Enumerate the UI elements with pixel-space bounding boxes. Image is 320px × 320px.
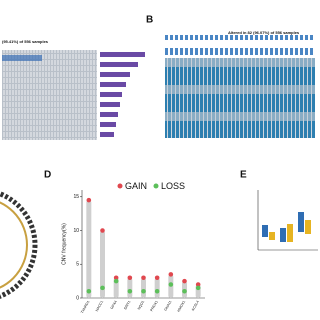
- y-tick-label: 5: [76, 262, 79, 268]
- dot: [168, 272, 174, 277]
- box: [298, 212, 304, 232]
- dot: [154, 275, 160, 281]
- side-bar: [100, 62, 138, 67]
- oncoprint-row: [2, 55, 42, 61]
- dot: [182, 278, 187, 284]
- oncoprint-row: [165, 58, 315, 67]
- oncoprint: [2, 50, 97, 140]
- range-bar: [127, 277, 133, 298]
- oncoprint-row: [165, 112, 315, 121]
- y-tick-label: 0: [76, 295, 79, 301]
- x-tick-label: PRDX1: [150, 300, 159, 312]
- dot: [127, 275, 133, 281]
- dot: [182, 288, 187, 294]
- circos-ring: [0, 201, 28, 289]
- side-bar: [100, 112, 118, 117]
- legend-marker: [153, 183, 159, 189]
- side-bar: [100, 122, 116, 127]
- dot: [86, 197, 92, 203]
- side-bar: [100, 82, 126, 87]
- range-bar: [154, 277, 160, 298]
- dot: [113, 278, 119, 284]
- legend-marker: [117, 183, 123, 189]
- x-tick-label: GPX4: [110, 300, 118, 310]
- box: [287, 224, 293, 242]
- panel-a: (95.41%) of 556 samples: [2, 39, 145, 140]
- dot: [100, 228, 105, 233]
- side-bar: [100, 92, 122, 97]
- dot: [154, 288, 160, 294]
- range-bar: [86, 200, 92, 298]
- panel-subtitle: Altered in 82 (96.07%) of 556 samples: [228, 30, 300, 35]
- x-tick-label: GNA11: [163, 300, 172, 312]
- dot: [113, 275, 119, 281]
- x-tick-label: TXNRD1: [80, 300, 90, 314]
- panel-c: [0, 191, 38, 299]
- x-tick-label: ACSL4: [191, 300, 200, 312]
- box: [262, 225, 268, 237]
- dot: [168, 282, 174, 287]
- side-bar: [100, 132, 114, 137]
- panel-label: E: [240, 170, 247, 181]
- circos-ring: [0, 191, 38, 299]
- box: [280, 228, 286, 242]
- dot: [195, 285, 201, 291]
- x-tick-label: HMOX1: [176, 300, 186, 313]
- range-bar: [100, 230, 105, 298]
- range-bar: [141, 277, 146, 298]
- panel-e: E: [240, 170, 318, 251]
- dot: [100, 285, 105, 291]
- panel-d: D 0 5 10 15 CNV frequency(%) GAIN LOSS TXNRD1 NA…: [44, 170, 205, 314]
- side-bar: [100, 102, 120, 107]
- legend-label: GAIN: [125, 181, 147, 191]
- dot: [127, 288, 133, 294]
- panel-subtitle: (95.41%) of 556 samples: [2, 39, 49, 44]
- dot: [195, 282, 201, 287]
- dot: [141, 288, 146, 294]
- y-axis-label: CNV frequency(%): [61, 223, 67, 265]
- panel-label: D: [44, 170, 51, 181]
- panel-b: B Altered in 82 (96.07%) of 556 samples: [146, 15, 315, 138]
- x-tick-label: SIRT1: [123, 300, 131, 311]
- box: [305, 220, 311, 234]
- y-tick-label: 10: [73, 228, 79, 234]
- side-bar: [100, 72, 130, 77]
- legend-label: LOSS: [161, 181, 185, 191]
- y-tick-label: 15: [73, 194, 79, 200]
- oncoprint-row: [165, 85, 315, 94]
- dot: [86, 288, 92, 294]
- x-tick-label: NQO1: [137, 300, 145, 311]
- box: [269, 232, 275, 240]
- dot: [141, 275, 146, 281]
- oncoprint: [165, 58, 315, 138]
- x-tick-label: NACC1: [95, 300, 104, 312]
- side-bar: [100, 52, 145, 57]
- panel-label: B: [146, 15, 153, 26]
- histogram: [165, 35, 315, 55]
